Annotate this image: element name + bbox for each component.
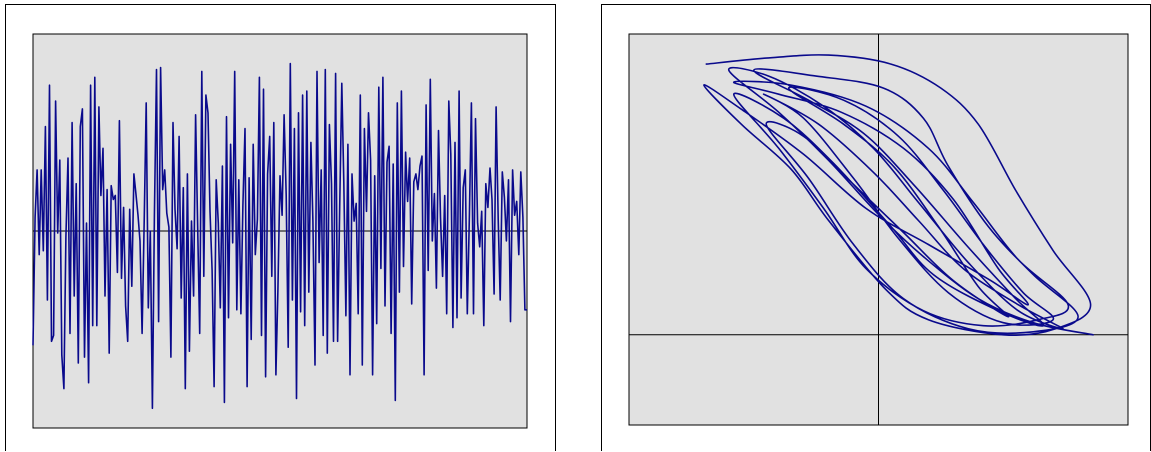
left-chart-frame (5, 4, 556, 451)
phase-portrait-chart (628, 33, 1129, 426)
phase-portrait-curve (703, 54, 1094, 336)
time-series-line (32, 62, 527, 410)
right-chart-frame (601, 4, 1151, 451)
time-series-chart (32, 33, 528, 429)
